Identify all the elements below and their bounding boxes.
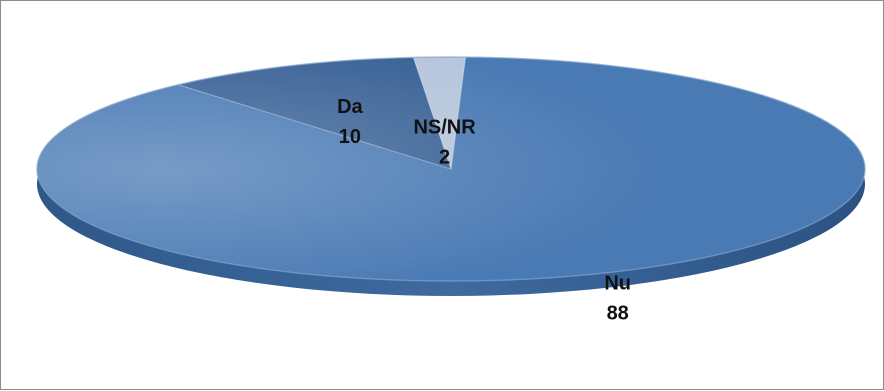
data-label-category: Nu xyxy=(604,273,631,295)
data-label-value: 2 xyxy=(439,146,450,168)
data-label-nu: Nu 88 xyxy=(604,273,631,325)
data-label-value: 88 xyxy=(607,303,629,325)
data-label-category: NS/NR xyxy=(413,116,476,138)
data-label-value: 10 xyxy=(339,126,361,148)
pie-rim xyxy=(36,56,866,282)
data-label-ns-nr: NS/NR 2 xyxy=(413,116,476,168)
data-label-da: Da 10 xyxy=(337,96,363,148)
data-label-category: Da xyxy=(337,96,363,118)
